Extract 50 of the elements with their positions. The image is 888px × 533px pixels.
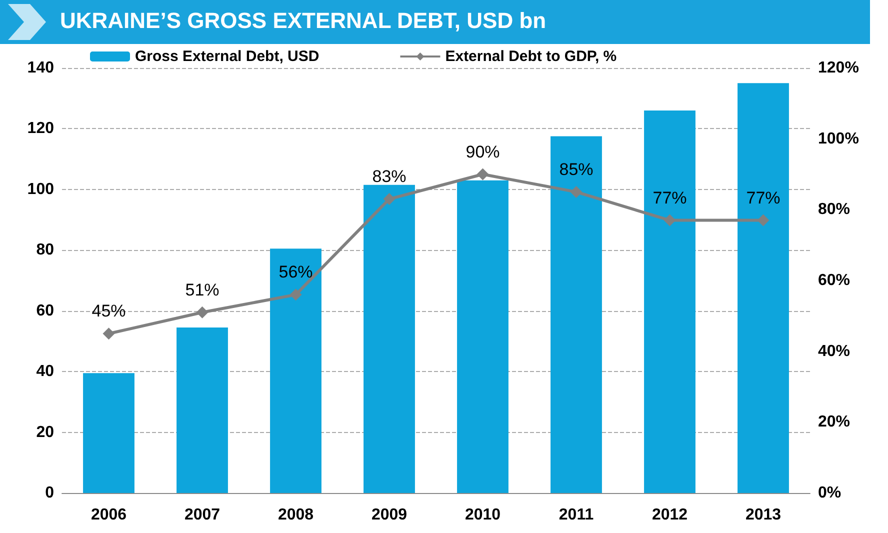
bar: [270, 248, 322, 493]
x-tick-label: 2013: [745, 506, 782, 524]
y-tick-label: 60: [36, 302, 54, 320]
x-tick-label: 2008: [278, 506, 314, 524]
y-tick-label: 100: [27, 180, 54, 198]
point: [383, 193, 396, 206]
bar: [83, 373, 134, 493]
data-label: 83%: [372, 167, 406, 186]
point: [102, 328, 115, 340]
x-tick-label: 2010: [464, 506, 501, 524]
x-tick-label: 2009: [371, 506, 408, 524]
y2-tick-label: 100%: [818, 130, 859, 148]
bar: [738, 83, 789, 493]
data-label: 85%: [559, 160, 594, 179]
chart-title: UKRAINE’S GROSS EXTERNAL DEBT, USD bn: [60, 8, 546, 34]
legend-label: Gross External Debt, USD: [135, 48, 320, 65]
bar: [176, 328, 228, 493]
y-tick-label: 120: [27, 120, 54, 138]
y2-tick-label: 40%: [818, 342, 850, 360]
x-tick-label: 2006: [90, 506, 127, 524]
x-tick-label: 2007: [184, 506, 220, 524]
y-tick-label: 80: [36, 242, 54, 259]
bar: [644, 110, 696, 493]
y2-tick-label: 120%: [818, 60, 859, 76]
y-tick-label: 20: [36, 424, 54, 441]
point: [570, 186, 582, 198]
x-tick-label: 2011: [558, 506, 594, 524]
data-label: 77%: [746, 188, 780, 208]
point: [664, 214, 676, 226]
data-label: 77%: [652, 188, 687, 208]
data-label: 45%: [92, 302, 126, 321]
point: [290, 288, 302, 301]
data-label: 90%: [466, 142, 500, 162]
y-tick-label: 40: [36, 363, 54, 380]
y2-tick-label: 80%: [818, 201, 850, 218]
bar: [550, 136, 602, 493]
y2-tick-label: 20%: [818, 414, 850, 431]
y2-tick-label: 0%: [818, 484, 842, 502]
x-tick-label: 2012: [652, 506, 688, 524]
data-label: 56%: [278, 262, 313, 282]
legend-label: External Debt to GDP, %: [445, 48, 617, 65]
point: [757, 214, 770, 226]
point: [196, 306, 208, 318]
data-label: 51%: [185, 280, 220, 300]
bar: [364, 184, 415, 493]
y-tick-label: 0: [45, 484, 54, 502]
point: [476, 168, 489, 180]
bar: [457, 180, 508, 493]
y2-tick-label: 60%: [818, 272, 850, 289]
y-tick-label: 140: [27, 60, 54, 76]
